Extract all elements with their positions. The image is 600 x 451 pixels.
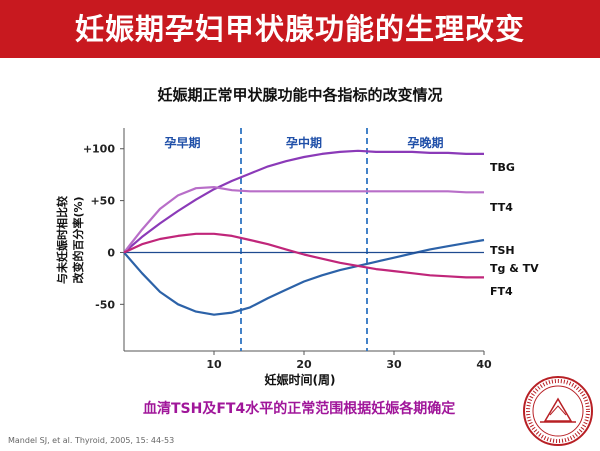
x-axis-label: 妊娠时间(周) — [265, 372, 336, 387]
y-axis-label: 改变的百分率(%) — [71, 196, 85, 283]
y-tick-label: -50 — [95, 298, 115, 311]
series-label: TT4 — [490, 201, 513, 214]
title-bar — [0, 0, 600, 58]
x-tick-label: 40 — [476, 358, 492, 371]
y-tick-label: 0 — [107, 246, 115, 259]
period-label: 孕中期 — [286, 135, 322, 150]
x-tick-label: 30 — [386, 358, 402, 371]
university-seal-icon — [523, 376, 593, 446]
series-label: TBG — [490, 161, 515, 174]
y-tick-label: +100 — [83, 143, 116, 156]
y-axis-label: 与未妊娠时相比较 — [55, 196, 69, 284]
series-line — [123, 149, 484, 254]
footer-note: 血清TSH及FT4水平的正常范围根据妊娠各期确定 — [143, 401, 456, 417]
series-label: Tg & TV — [490, 262, 539, 275]
series-label: FT4 — [490, 285, 513, 298]
series-line — [123, 232, 484, 279]
citation: Mandel SJ, et al. Thyroid, 2005, 15: 44-… — [8, 436, 175, 445]
slide-title: 妊娠期孕妇甲状腺功能的生理改变 — [74, 12, 525, 46]
period-label: 孕早期 — [164, 135, 200, 150]
x-tick-label: 20 — [296, 358, 312, 371]
series-line — [123, 186, 484, 254]
x-tick-label: 10 — [206, 358, 222, 371]
chart-title: 妊娠期正常甲状腺功能中各指标的改变情况 — [157, 86, 442, 104]
period-label: 孕晚期 — [407, 135, 443, 150]
series-label: TSH — [490, 244, 515, 257]
series-line — [123, 238, 485, 316]
y-tick-label: +50 — [90, 195, 115, 208]
